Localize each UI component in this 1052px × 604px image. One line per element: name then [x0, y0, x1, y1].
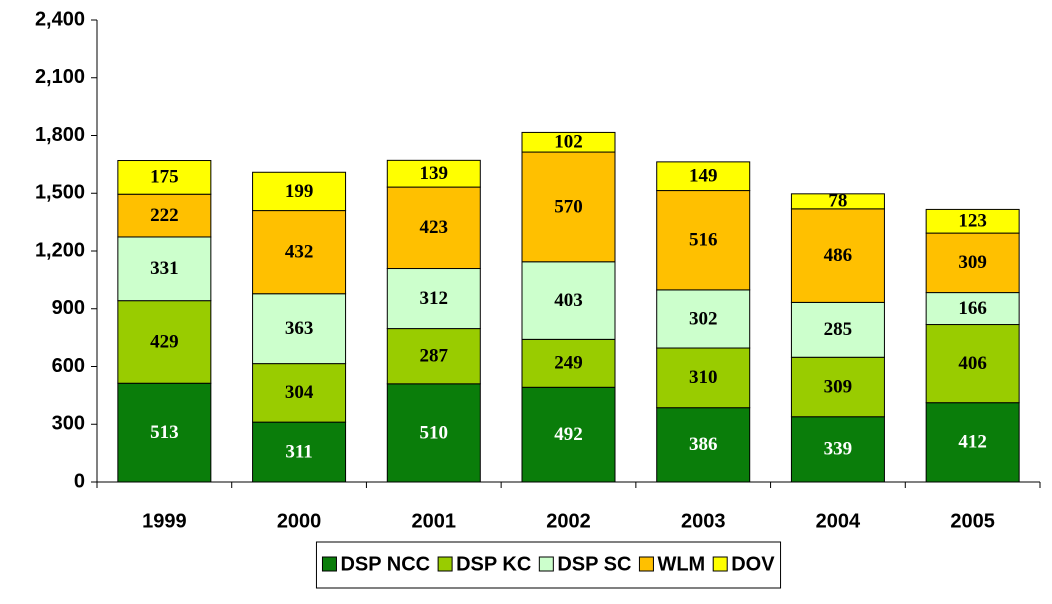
- bar-segment: [790, 208, 885, 303]
- legend-swatch: [321, 556, 337, 572]
- data-label: 432: [285, 242, 314, 263]
- data-label: 510: [420, 422, 449, 443]
- bar-segment: [925, 208, 1020, 234]
- legend-swatch: [638, 556, 654, 572]
- bar-segment: [252, 363, 347, 423]
- data-label: 78: [828, 191, 847, 212]
- bar-segment: [252, 171, 347, 212]
- bar-segment: [521, 386, 616, 483]
- bar-segment: [790, 416, 885, 483]
- data-label: 102: [554, 132, 583, 153]
- y-tick-label: 2,100: [35, 66, 85, 88]
- x-tick-label: 2001: [412, 510, 457, 532]
- data-label: 199: [285, 181, 314, 202]
- bar-segment: [790, 193, 885, 210]
- data-label: 310: [689, 367, 718, 388]
- legend-label: DOV: [731, 553, 775, 575]
- data-label: 403: [554, 290, 583, 311]
- bar-segment: [252, 293, 347, 365]
- legend-swatch: [538, 556, 554, 572]
- legend-swatch: [437, 556, 453, 572]
- x-tick-label: 2005: [950, 510, 995, 532]
- y-tick-label: 300: [52, 413, 85, 435]
- bar-segment: [117, 300, 212, 384]
- data-label: 423: [420, 217, 449, 238]
- data-label: 304: [285, 382, 314, 403]
- data-label: 516: [689, 230, 718, 251]
- data-label: 339: [824, 439, 853, 460]
- y-tick-label: 0: [74, 470, 85, 492]
- data-label: 123: [958, 211, 987, 232]
- bar-segment: [117, 160, 212, 195]
- x-tick-label: 2002: [546, 510, 591, 532]
- data-label: 249: [554, 353, 583, 374]
- legend-label: DSP KC: [456, 553, 531, 575]
- bar-segment: [521, 151, 616, 263]
- data-label: 331: [150, 258, 179, 279]
- data-label: 309: [958, 252, 987, 273]
- data-label: 166: [958, 298, 987, 319]
- data-label: 412: [958, 432, 987, 453]
- data-label: 312: [420, 288, 449, 309]
- legend-label: DSP SC: [557, 553, 631, 575]
- bar-segment: [790, 356, 885, 418]
- bar-segment: [386, 159, 481, 188]
- bar-segment: [925, 402, 1020, 483]
- bar-segment: [925, 292, 1020, 326]
- bar-segment: [386, 328, 481, 385]
- data-label: 302: [689, 308, 718, 329]
- y-tick-label: 900: [52, 297, 85, 319]
- data-label: 570: [554, 196, 583, 217]
- bar-segment: [656, 407, 751, 483]
- x-tick-label: 1999: [142, 510, 187, 532]
- data-label: 222: [150, 205, 179, 226]
- bar-segment: [656, 190, 751, 291]
- data-label: 486: [824, 245, 853, 266]
- data-label: 363: [285, 318, 314, 339]
- bar-segment: [521, 131, 616, 153]
- data-label: 175: [150, 167, 179, 188]
- bar-segment: [925, 324, 1020, 404]
- bar-segment: [386, 186, 481, 270]
- y-tick-label: 1,500: [35, 182, 85, 204]
- bar-segment: [386, 268, 481, 330]
- bar-segment: [252, 421, 347, 483]
- legend-label: DSP NCC: [340, 553, 430, 575]
- data-label: 139: [420, 163, 449, 184]
- bar-segment: [521, 261, 616, 340]
- data-label: 386: [689, 434, 718, 455]
- legend-swatch: [712, 556, 728, 572]
- bar-segment: [117, 193, 212, 238]
- bar-segment: [656, 289, 751, 349]
- data-label: 309: [824, 376, 853, 397]
- x-tick-label: 2004: [816, 510, 861, 532]
- data-label: 149: [689, 166, 718, 187]
- x-tick-label: 2000: [277, 510, 322, 532]
- bar-segment: [521, 338, 616, 388]
- y-tick-label: 1,200: [35, 239, 85, 261]
- bar-segment: [386, 383, 481, 483]
- bar-segment: [656, 161, 751, 192]
- data-label: 513: [150, 422, 179, 443]
- x-tick-label: 2003: [681, 510, 726, 532]
- data-label: 285: [824, 319, 853, 340]
- data-label: 311: [285, 441, 312, 462]
- bar-segment: [252, 210, 347, 295]
- y-tick-label: 1,800: [35, 124, 85, 146]
- y-tick-label: 600: [52, 355, 85, 377]
- data-label: 406: [958, 353, 987, 374]
- y-tick-label: 2,400: [35, 8, 85, 30]
- bar-segment: [117, 236, 212, 302]
- legend-label: WLM: [657, 553, 705, 575]
- data-label: 429: [150, 331, 179, 352]
- data-label: 287: [420, 346, 449, 367]
- data-label: 492: [554, 424, 583, 445]
- bar-segment: [656, 347, 751, 409]
